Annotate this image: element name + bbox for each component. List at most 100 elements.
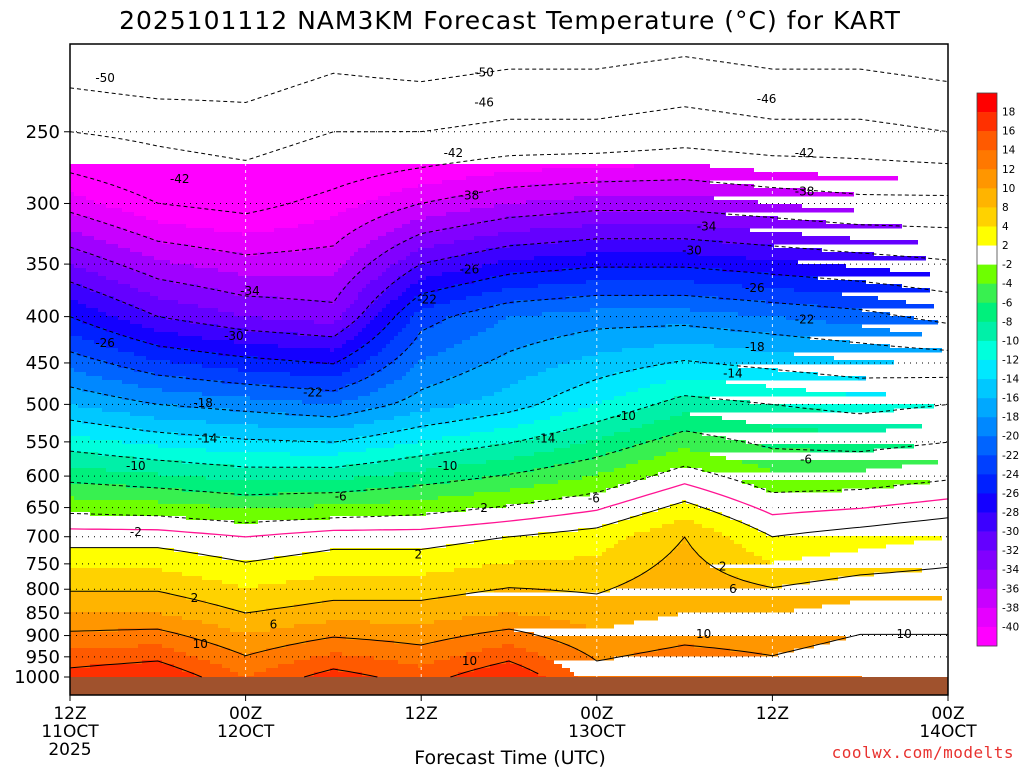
fill-cell — [482, 648, 526, 653]
colorbar-label: -12 — [1002, 354, 1019, 366]
fill-cell — [98, 308, 142, 313]
fill-cell — [206, 448, 366, 453]
fill-cell — [366, 324, 386, 329]
fill-cell — [550, 396, 614, 401]
fill-cell — [754, 348, 942, 353]
fill-cell — [502, 288, 794, 293]
x-tick-label: 12Z — [405, 704, 438, 724]
fill-cell — [398, 208, 470, 213]
fill-cell — [402, 240, 454, 245]
fill-cell — [446, 544, 614, 549]
fill-cell — [634, 532, 722, 537]
fill-cell — [102, 392, 202, 397]
fill-cell — [406, 304, 434, 309]
fill-cell — [690, 448, 810, 453]
fill-cell — [238, 584, 258, 589]
fill-cell — [762, 652, 778, 657]
fill-cell — [638, 388, 806, 393]
fill-cell — [70, 460, 182, 465]
fill-cell — [250, 652, 330, 657]
fill-cell — [338, 240, 370, 245]
colorbar-label: 4 — [1002, 221, 1009, 233]
colorbar-swatch — [977, 455, 997, 475]
fill-cell — [474, 668, 530, 673]
fill-cell — [498, 232, 802, 237]
fill-cell — [682, 412, 690, 417]
fill-cell — [370, 240, 402, 245]
fill-cell — [478, 332, 574, 337]
fill-cell — [486, 248, 822, 253]
fill-cell — [602, 400, 662, 405]
contour-label: -34 — [240, 284, 260, 298]
fill-cell — [342, 400, 398, 405]
fill-cell — [350, 352, 378, 357]
fill-cell — [366, 488, 510, 493]
fill-cell — [598, 472, 658, 477]
fill-cell — [70, 312, 106, 317]
fill-cell — [818, 428, 886, 433]
fill-cell — [526, 648, 578, 653]
contour-line — [69, 395, 949, 468]
fill-cell — [538, 532, 634, 537]
fill-cell — [434, 620, 570, 625]
y-tick-label: 700 — [26, 527, 60, 548]
fill-cell — [154, 416, 394, 421]
fill-cell — [402, 428, 494, 433]
fill-cell — [70, 224, 114, 229]
fill-cell — [70, 436, 90, 441]
fill-cell — [378, 460, 486, 465]
fill-cell — [442, 180, 598, 185]
fill-cell — [334, 244, 366, 249]
fill-cell — [398, 260, 430, 265]
fill-cell — [642, 572, 726, 577]
fill-cell — [134, 368, 238, 373]
y-tick-label: 800 — [26, 579, 60, 600]
fill-cell — [302, 552, 602, 557]
fill-cell — [338, 452, 434, 457]
fill-cell — [178, 404, 386, 409]
fill-cell — [570, 644, 678, 649]
fill-cell — [518, 612, 678, 617]
fill-cell — [234, 340, 346, 345]
fill-cell — [510, 472, 598, 477]
fill-cell — [70, 264, 74, 269]
fill-cell — [726, 572, 874, 577]
fill-cell — [426, 512, 642, 517]
fill-cell — [138, 288, 218, 293]
fill-cell — [750, 580, 810, 585]
fill-cell — [578, 528, 650, 533]
contour-label: -38 — [795, 184, 815, 198]
fill-cell — [146, 272, 238, 277]
fill-cell — [846, 392, 886, 397]
fill-cell — [570, 388, 638, 393]
fill-cell — [650, 384, 766, 389]
fill-cell — [70, 476, 206, 481]
fill-cell — [494, 324, 666, 329]
fill-cell — [70, 192, 74, 197]
fill-cell — [134, 456, 406, 461]
fill-cell — [158, 444, 394, 449]
fill-cell — [410, 320, 442, 325]
fill-cell — [654, 564, 710, 569]
fill-cell — [70, 492, 234, 497]
fill-cell — [70, 472, 158, 477]
fill-cell — [70, 512, 90, 517]
fill-cell — [578, 676, 862, 678]
fill-cell — [370, 260, 398, 265]
fill-cell — [98, 452, 290, 457]
fill-cell — [486, 460, 574, 465]
fill-cell — [70, 328, 106, 333]
fill-cell — [474, 416, 550, 421]
fill-cell — [390, 340, 414, 345]
fill-cell — [730, 516, 946, 521]
fill-cell — [70, 324, 94, 329]
fill-cell — [390, 264, 418, 269]
fill-cell — [742, 284, 902, 289]
fill-cell — [590, 380, 666, 385]
fill-cell — [286, 412, 350, 417]
colorbar-swatch — [977, 264, 997, 284]
fill-cell — [474, 280, 586, 285]
fill-cell — [70, 228, 126, 233]
fill-cell — [586, 624, 614, 629]
ground-band — [70, 677, 948, 695]
